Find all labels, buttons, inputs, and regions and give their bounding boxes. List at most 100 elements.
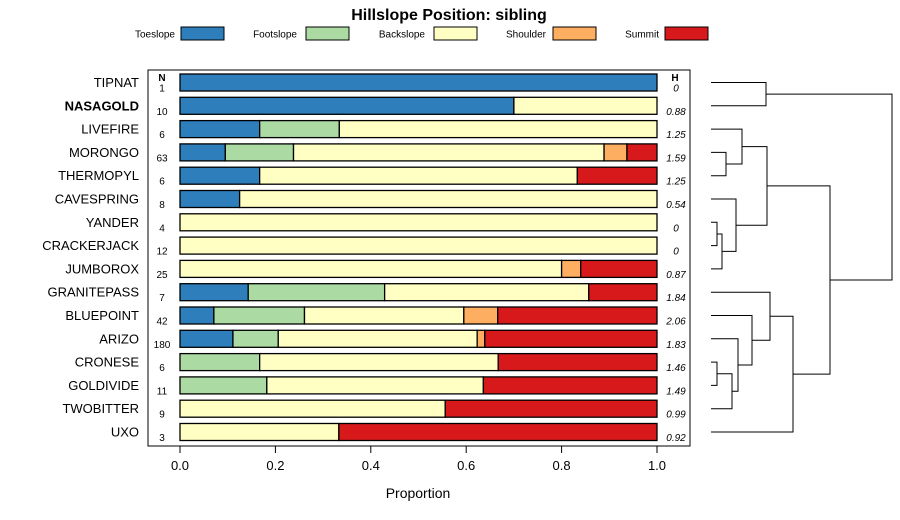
n-value-goldivide: 11	[157, 386, 168, 397]
bar-jumborox-backslope	[179, 259, 563, 279]
dendrogram-link-g12_14	[711, 373, 733, 410]
bar-cronese-summit	[497, 352, 658, 372]
row-label-jumborox: JUMBOROX	[65, 261, 139, 276]
dendrogram-link-g1	[711, 82, 767, 107]
row-label-tipnat: TIPNAT	[94, 75, 139, 90]
bar-livefire-toeslope	[179, 119, 261, 139]
bar-granitepass-summit	[588, 283, 658, 302]
legend-label-summit: Summit	[625, 30, 659, 41]
h-value-nasagold: 0.88	[666, 107, 686, 118]
n-value-uxo: 3	[159, 433, 165, 444]
bar-cronese-footslope	[179, 352, 261, 372]
n-column-header: N	[158, 73, 165, 84]
legend-label-footslope: Footslope	[253, 30, 297, 41]
row-label-bluepoint: BLUEPOINT	[65, 308, 139, 323]
dendrogram-link-g67	[711, 221, 718, 247]
bar-goldivide-footslope	[179, 376, 268, 395]
bar-arizo-shoulder	[476, 329, 486, 348]
bar-uxo-summit	[338, 422, 658, 442]
row-label-livefire: LIVEFIRE	[81, 122, 139, 137]
bar-tipnat-toeslope	[179, 73, 658, 92]
bar-granitepass-footslope	[247, 283, 386, 302]
x-tick-label-3: 0.6	[457, 458, 475, 473]
bar-jumborox-shoulder	[560, 259, 582, 279]
h-value-twobitter: 0.99	[666, 410, 686, 421]
h-value-yander: 0	[673, 223, 679, 234]
n-value-granitepass: 7	[159, 293, 165, 304]
h-value-crackerjack: 0	[673, 247, 679, 258]
row-label-cavespring: CAVESPRING	[55, 192, 139, 207]
row-label-twobitter: TWOBITTER	[62, 401, 139, 416]
bar-arizo-backslope	[277, 329, 478, 348]
n-value-bluepoint: 42	[156, 317, 168, 328]
bar-bluepoint-footslope	[213, 306, 306, 325]
dendrogram-link-g4b	[711, 315, 753, 366]
bar-livefire-footslope	[259, 119, 340, 139]
bar-granitepass-toeslope	[179, 283, 249, 302]
h-value-jumborox: 0.87	[666, 270, 686, 281]
bar-cavespring-toeslope	[179, 189, 241, 209]
row-label-uxo: UXO	[111, 425, 139, 440]
row-label-crackerjack: CRACKERJACK	[42, 238, 139, 253]
bar-bluepoint-shoulder	[463, 306, 499, 325]
bar-thermopyl-summit	[576, 166, 658, 185]
row-label-cronese: CRONESE	[75, 355, 140, 370]
bar-bluepoint-backslope	[303, 306, 465, 325]
bar-twobitter-backslope	[179, 399, 446, 418]
bar-nasagold-toeslope	[179, 96, 515, 115]
legend-swatch-summit	[664, 26, 709, 41]
bar-twobitter-summit	[444, 399, 658, 418]
bar-granitepass-backslope	[383, 283, 590, 302]
h-value-morongo: 1.59	[666, 153, 686, 164]
bar-goldivide-backslope	[266, 376, 485, 395]
legend-swatch-backslope	[433, 26, 478, 41]
legend: Toeslope Footslope Backslope Shoulder Summit	[135, 26, 709, 41]
n-value-yander: 4	[159, 223, 165, 234]
dendrogram-link-root	[766, 93, 893, 281]
h-value-cavespring: 0.54	[666, 200, 686, 211]
bar-morongo-shoulder	[603, 143, 628, 162]
chart-title: Hillslope Position: sibling	[351, 7, 547, 24]
x-tick-label-1: 0.2	[266, 458, 284, 473]
bar-cavespring-backslope	[238, 189, 658, 209]
dendrogram-link-g5	[711, 198, 737, 252]
legend-label-backslope: Backslope	[379, 30, 426, 41]
legend-swatch-shoulder	[552, 26, 597, 41]
legend-label-toeslope: Toeslope	[135, 30, 175, 41]
bar-livefire-backslope	[338, 119, 658, 139]
bar-uxo-backslope	[179, 422, 340, 442]
dendrogram-link-g1213	[711, 361, 718, 386]
h-value-cronese: 1.46	[666, 363, 686, 374]
x-tick-label-5: 1.0	[648, 458, 666, 473]
row-label-granitepass: GRANITEPASS	[47, 285, 139, 300]
row-label-nasagold: NASAGOLD	[65, 98, 139, 113]
h-value-tipnat: 0	[673, 84, 679, 95]
bar-arizo-summit	[484, 329, 658, 348]
dendrogram-link-g4	[711, 338, 739, 392]
n-value-livefire: 6	[159, 130, 165, 141]
bar-yander-backslope	[179, 213, 658, 232]
bar-bluepoint-toeslope	[179, 306, 215, 325]
row-label-morongo: MORONGO	[69, 145, 139, 160]
bar-morongo-backslope	[292, 143, 605, 162]
bar-morongo-footslope	[224, 143, 295, 162]
dendrogram	[711, 82, 893, 433]
legend-swatch-toeslope	[180, 26, 225, 41]
h-value-uxo: 0.92	[666, 433, 686, 444]
bar-thermopyl-backslope	[259, 166, 578, 185]
legend-swatch-footslope	[305, 26, 350, 41]
n-value-cavespring: 8	[159, 200, 165, 211]
h-value-thermopyl: 1.25	[666, 177, 686, 188]
row-label-goldivide: GOLDIVIDE	[68, 378, 139, 393]
h-value-goldivide: 1.49	[666, 386, 686, 397]
n-value-thermopyl: 6	[159, 177, 165, 188]
dendrogram-link-g2	[736, 146, 768, 226]
h-value-granitepass: 1.84	[666, 293, 686, 304]
legend-label-shoulder: Shoulder	[506, 30, 547, 41]
dendrogram-link-g2b	[767, 185, 831, 375]
n-value-twobitter: 9	[159, 410, 165, 421]
n-value-arizo: 180	[154, 340, 171, 351]
n-value-nasagold: 10	[156, 107, 168, 118]
bar-morongo-summit	[626, 143, 658, 162]
